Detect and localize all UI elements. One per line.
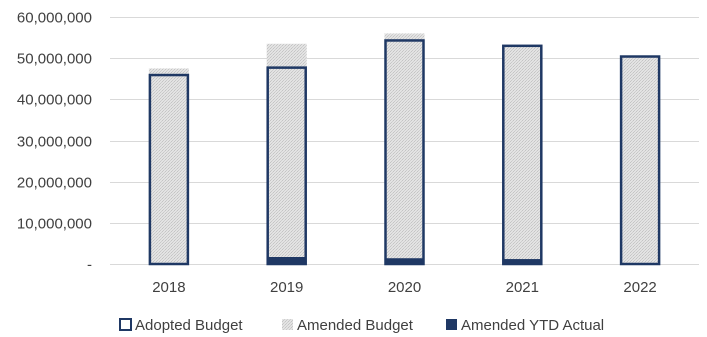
adopted-budget-bar [502,44,543,266]
adopted-budget-bar [619,55,661,266]
legend-swatch-adopted-budget [119,318,132,331]
amended-ytd-actual-bar [503,259,542,264]
legend-swatch-amended-ytd-actual [446,319,457,330]
y-tick-label: 50,000,000 [17,51,92,68]
x-tick-label: 2021 [506,279,539,296]
y-tick-label: 40,000,000 [17,92,92,109]
x-tick-label: 2018 [152,279,185,296]
y-tick-label: 10,000,000 [17,216,92,233]
x-axis-tick-labels: 2018 2019 2020 2021 2022 [152,279,657,296]
legend-label-amended-budget: Amended Budget [297,317,414,334]
legend-swatch-amended-budget [282,319,293,330]
amended-ytd-actual-bar [621,263,660,264]
adopted-budget-bar [384,39,425,266]
x-tick-label: 2020 [388,279,421,296]
y-axis-tick-labels: - 10,000,000 20,000,000 30,000,000 40,000,00… [17,10,92,274]
amended-ytd-actual-bar [267,257,306,264]
y-tick-label: 20,000,000 [17,175,92,192]
x-tick-label: 2019 [270,279,303,296]
adopted-budget-bar [266,66,307,266]
y-tick-label: 60,000,000 [17,10,92,27]
y-tick-label: - [87,257,92,274]
legend: Adopted Budget Amended Budget Amended YTD … [119,317,604,334]
adopted-budget-bar [148,73,190,266]
x-tick-label: 2022 [623,279,656,296]
legend-label-adopted-budget: Adopted Budget [135,317,243,334]
amended-ytd-actual-bar [385,258,424,264]
bars [148,33,661,266]
legend-label-amended-ytd-actual: Amended YTD Actual [461,317,604,334]
y-tick-label: 30,000,000 [17,134,92,151]
